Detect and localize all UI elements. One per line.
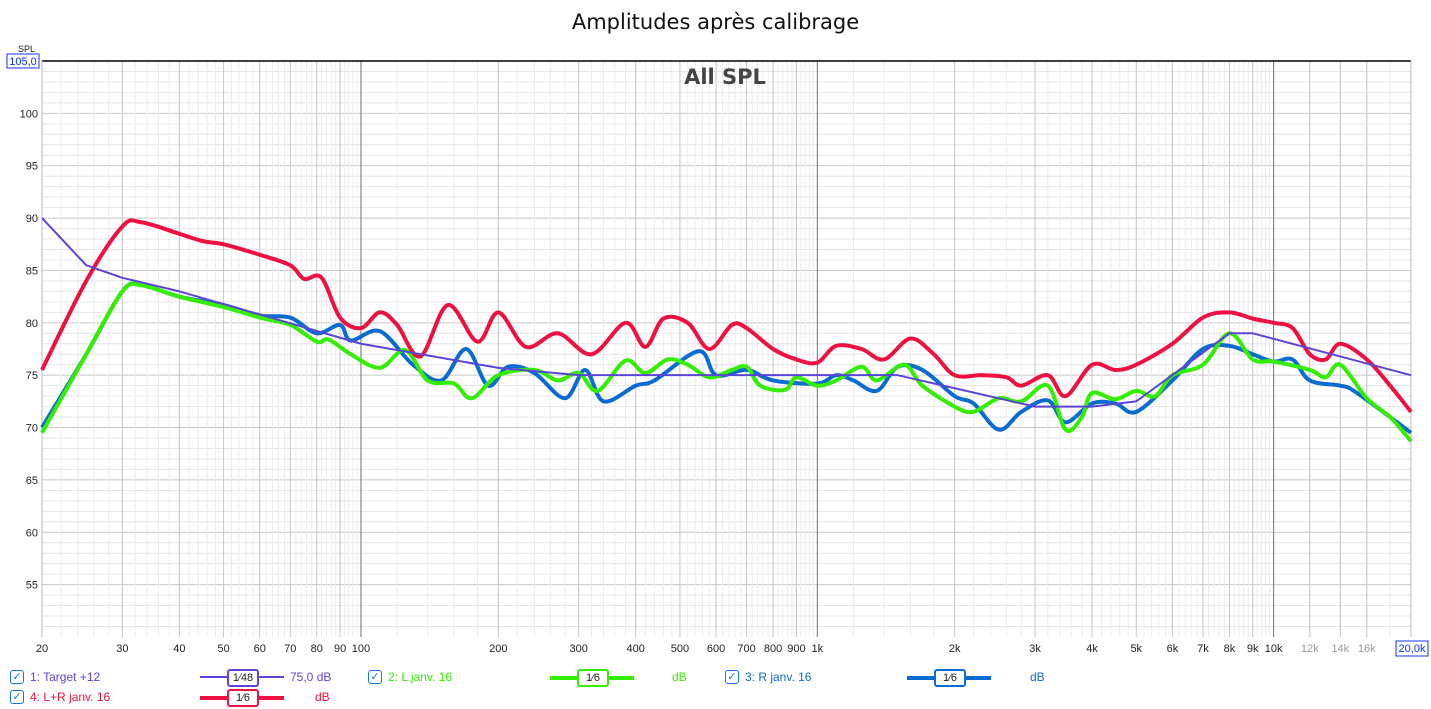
x-tick-label: 9k: [1247, 643, 1259, 655]
x-tick-label: 80: [311, 643, 323, 655]
x-tick-label: 2k: [949, 643, 961, 655]
x-tick-label: 3k: [1029, 643, 1041, 655]
series-line-4: [40, 218, 1413, 414]
x-tick-label: 30: [116, 643, 128, 655]
annotation-all-spl: All SPL: [684, 65, 766, 89]
y-tick-label: 70: [26, 423, 38, 435]
x-tick-label: 600: [707, 643, 725, 655]
x-tick-label: 6k: [1167, 643, 1179, 655]
y-max-label: 105,0: [9, 56, 37, 68]
x-tick-label: 5k: [1130, 643, 1142, 655]
x-tick-label: 300: [570, 643, 588, 655]
legend-item[interactable]: ✓ 3: R janv. 16: [725, 670, 811, 684]
x-tick-label: 8k: [1224, 643, 1236, 655]
checkbox-checked-icon[interactable]: ✓: [368, 670, 382, 684]
y-tick-label: 60: [26, 527, 38, 539]
legend-label: 2: L janv. 16: [388, 670, 453, 684]
smoothing-label: 1⁄6: [227, 689, 259, 707]
x-tick-label: 20: [36, 643, 48, 655]
x-tick-label: 10k: [1265, 643, 1283, 655]
x-max-label: 20,0k: [1399, 643, 1426, 655]
y-axis-label: SPL: [18, 44, 35, 54]
x-max-box: [1395, 640, 1429, 657]
checkbox-checked-icon[interactable]: ✓: [10, 670, 24, 684]
legend-label: 3: R janv. 16: [745, 670, 812, 684]
legend-value: dB: [315, 690, 330, 704]
smoothing-label: 1⁄48: [227, 669, 259, 687]
x-tick-label: 400: [627, 643, 645, 655]
x-tick-label: 40: [173, 643, 185, 655]
y-tick-label: 95: [26, 161, 38, 173]
y-tick-label: 75: [26, 370, 38, 382]
smoothing-label: 1⁄6: [577, 669, 609, 687]
legend-label: 1: Target +12: [30, 670, 101, 684]
y-tick-label: 65: [26, 475, 38, 487]
x-tick-label: 100: [352, 643, 370, 655]
x-tick-label: 50: [217, 643, 229, 655]
smoothing-button[interactable]: 1⁄48: [200, 669, 284, 687]
legend-value: dB: [672, 670, 687, 684]
legend-item[interactable]: ✓ 2: L janv. 16: [368, 670, 452, 684]
smoothing-button[interactable]: 1⁄6: [907, 669, 991, 687]
x-tick-label: 70: [284, 643, 296, 655]
checkbox-checked-icon[interactable]: ✓: [10, 690, 24, 704]
legend-value: dB: [1030, 670, 1045, 684]
y-tick-label: 85: [26, 265, 38, 277]
series-line-1: [41, 217, 1412, 408]
checkbox-checked-icon[interactable]: ✓: [725, 670, 739, 684]
x-tick-label: 90: [334, 643, 346, 655]
x-tick-label: 200: [489, 643, 507, 655]
legend-value: 75,0 dB: [290, 670, 332, 684]
x-tick-label: 700: [737, 643, 755, 655]
smoothing-button[interactable]: 1⁄6: [200, 689, 284, 707]
chart-title: Amplitudes après calibrage: [571, 10, 860, 34]
x-tick-label: 900: [787, 643, 805, 655]
series-line-3: [40, 281, 1413, 435]
x-tick-label: 60: [254, 643, 266, 655]
x-tick-label: 16k: [1358, 643, 1376, 655]
x-tick-label: 4k: [1086, 643, 1098, 655]
x-tick-label: 1k: [811, 643, 823, 655]
x-tick-label: 14k: [1331, 643, 1349, 655]
smoothing-label: 1⁄6: [934, 669, 966, 687]
x-tick-label: 7k: [1197, 643, 1209, 655]
y-tick-label: 80: [26, 318, 38, 330]
legend-label: 4: L+R janv. 16: [30, 690, 111, 704]
smoothing-button[interactable]: 1⁄6: [550, 669, 634, 687]
y-tick-label: 90: [26, 213, 38, 225]
x-tick-label: 12k: [1301, 643, 1319, 655]
legend-item[interactable]: ✓ 1: Target +12: [10, 670, 100, 684]
y-max-box: [6, 53, 40, 69]
legend-item[interactable]: ✓ 4: L+R janv. 16: [10, 690, 110, 704]
series-line-2: [40, 281, 1413, 443]
y-tick-label: 55: [26, 580, 38, 592]
y-tick-label: 100: [20, 108, 38, 120]
x-tick-label: 800: [764, 643, 782, 655]
x-tick-label: 500: [671, 643, 689, 655]
